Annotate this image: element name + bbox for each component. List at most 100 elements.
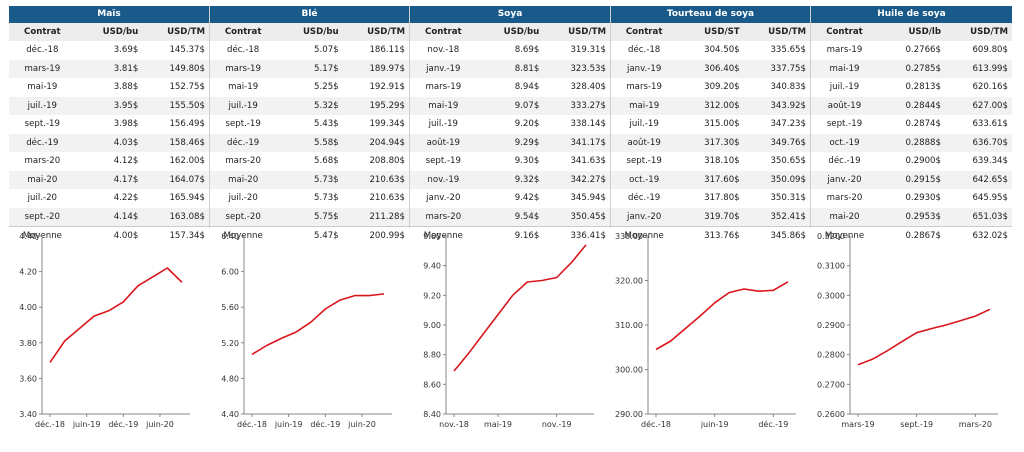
table-row: mars-19 5.17$ 189.97$ [210,59,409,78]
column-divider [810,6,811,228]
table-row: déc.-19 4.03$ 158.46$ [9,133,209,152]
panel-title: Blé [210,6,409,23]
panel-tourteau: Tourteau de soya Contrat USD/ST USD/TM déc.… [611,6,810,246]
panel-title: Soya [410,6,610,23]
panel-title: Huile de soya [811,6,1012,23]
table-row: juil.-19 315.00$ 347.23$ [611,115,810,134]
table-row: déc.-18 3.69$ 145.37$ [9,41,209,60]
table-body: Contrat USD/ST USD/TM déc.-18 304.50$ 335.65$… [611,23,810,246]
tonne-price-cell: 192.91$ [342,78,409,97]
unit-price-cell: 9.32$ [476,170,544,189]
contract-cell: sept.-19 [611,152,678,171]
table-row: août-19 9.29$ 341.17$ [410,133,610,152]
contract-cell: juil.-20 [210,189,277,208]
column-divider [209,6,210,228]
unit-price-cell: 0.2867$ [878,226,945,246]
contract-cell: juil.-19 [9,96,76,115]
y-tick-label: 4.00 [19,303,37,312]
tonne-price-cell: 633.61$ [945,115,1012,134]
average-row: Moyenne4.00$157.34$ [9,226,209,246]
table-row: juil.-19 3.95$ 155.50$ [9,96,209,115]
chart-soya: 8.40 8.60 8.80 9.00 9.20 9.40 9.60 nov.-18 mai-1… [423,232,594,429]
table-row: déc.-18 5.07$ 186.11$ [210,41,409,60]
unit-price-cell: 3.69$ [75,41,143,60]
panel-ble: Blé Contrat USD/bu USD/TM déc.-18 5.07$ 186.1… [210,6,409,246]
unit-price-cell: 8.69$ [476,41,544,60]
table-row: mai-19 312.00$ 343.92$ [611,96,810,115]
y-tick-label: 5.60 [221,303,239,312]
contract-cell: juil.-19 [611,115,678,134]
contract-cell: sept.-19 [811,115,878,134]
contract-cell: mai-19 [9,78,76,97]
contract-cell: mars-20 [811,189,878,208]
tonne-price-cell: 651.03$ [945,207,1012,227]
tonne-price-cell: 338.14$ [543,115,610,134]
unit-price-cell: 4.14$ [75,207,143,227]
contract-cell: juil.-19 [210,96,277,115]
tonne-price-cell: 323.53$ [543,59,610,78]
unit-price-cell: 0.2915$ [878,170,945,189]
tonne-price-cell: 155.50$ [142,96,209,115]
y-tick-label: 6.00 [221,268,239,277]
tonne-price-cell: 156.49$ [142,115,209,134]
table-row: mai-19 0.2785$ 613.99$ [811,59,1012,78]
y-tick-label: 320.00 [615,277,643,286]
price-table: Contrat USD/bu USD/TM nov.-18 8.69$ 319.31$ ja… [410,23,610,246]
table-body: Contrat USD/bu USD/TM déc.-18 5.07$ 186.11$ ma… [210,23,409,246]
table-row: sept.-19 5.43$ 199.34$ [210,115,409,134]
contract-cell: sept.-19 [9,115,76,134]
table-row: oct.-19 317.60$ 350.09$ [611,170,810,189]
unit-price-cell: 0.2766$ [878,41,945,60]
tonne-price-cell: 333.27$ [543,96,610,115]
y-tick-label: 4.40 [221,410,239,419]
y-tick-label: 300.00 [615,366,643,375]
unit-price-cell: 0.2900$ [878,152,945,171]
tonne-price-cell: 345.86$ [743,226,810,246]
x-tick-label: juin-20 [347,420,376,429]
tonne-price-cell: USD/TM [142,23,209,41]
unit-price-cell: 0.2785$ [878,59,945,78]
axes: 290.00 300.00 310.00 320.00 330.00 déc.-18 jui… [615,232,796,429]
unit-price-cell: 3.81$ [75,59,143,78]
unit-price-cell: 309.20$ [677,78,744,97]
axes: 8.40 8.60 8.80 9.00 9.20 9.40 9.60 nov.-18 mai-1… [423,232,594,429]
unit-price-cell: 9.54$ [476,207,544,227]
tonne-price-cell: 632.02$ [945,226,1012,246]
unit-price-cell: 304.50$ [677,41,744,60]
chart-mais: 3.40 3.60 3.80 4.00 4.20 4.40 déc.-18 juin-19 dé… [19,232,190,429]
y-tick-label: 6.40 [221,232,239,241]
tonne-price-cell: 345.94$ [543,189,610,208]
price-line [251,293,385,356]
table-row: mars-19 8.94$ 328.40$ [410,78,610,97]
contract-cell: oct.-19 [611,170,678,189]
contract-cell: mars-19 [611,78,678,97]
unit-price-cell: 0.2844$ [878,96,945,115]
chart-ble: 4.40 4.80 5.20 5.60 6.00 6.40 déc.-18 juin-19 dé… [221,232,392,429]
column-divider [409,6,410,228]
tonne-price-cell: 350.45$ [543,207,610,227]
contract-cell: août-19 [811,96,878,115]
unit-price-cell: 9.16$ [476,226,544,246]
unit-price-cell: 4.03$ [75,133,143,152]
tonne-price-cell: USD/TM [342,23,409,41]
table-row: janv.-20 0.2915$ 642.65$ [811,170,1012,189]
table-row: sept.-20 5.75$ 211.28$ [210,207,409,227]
y-tick-label: 9.00 [423,321,441,330]
tonne-price-cell: 620.16$ [945,78,1012,97]
y-tick-label: 0.3100 [817,262,845,271]
y-tick-label: 9.40 [423,262,441,271]
price-table: Contrat USD/ST USD/TM déc.-18 304.50$ 335.65$… [611,23,810,246]
x-tick-label: déc.-18 [35,419,65,429]
table-body: Contrat USD/lb USD/TM mars-19 0.2766$ 609.80$… [811,23,1012,246]
contract-cell: déc.-19 [210,133,277,152]
unit-price-cell: 3.98$ [75,115,143,134]
unit-price-cell: USD/bu [276,23,343,41]
price-line [49,267,183,363]
contract-cell: déc.-18 [9,41,76,60]
table-row: août-19 0.2844$ 627.00$ [811,96,1012,115]
panel-mais: Maïs Contrat USD/bu USD/TM déc.-18 3.69$ 145.… [9,6,209,246]
tonne-price-cell: 149.80$ [142,59,209,78]
tonne-price-cell: 210.63$ [342,170,409,189]
contract-cell: mai-19 [611,96,678,115]
y-tick-label: 8.40 [423,410,441,419]
